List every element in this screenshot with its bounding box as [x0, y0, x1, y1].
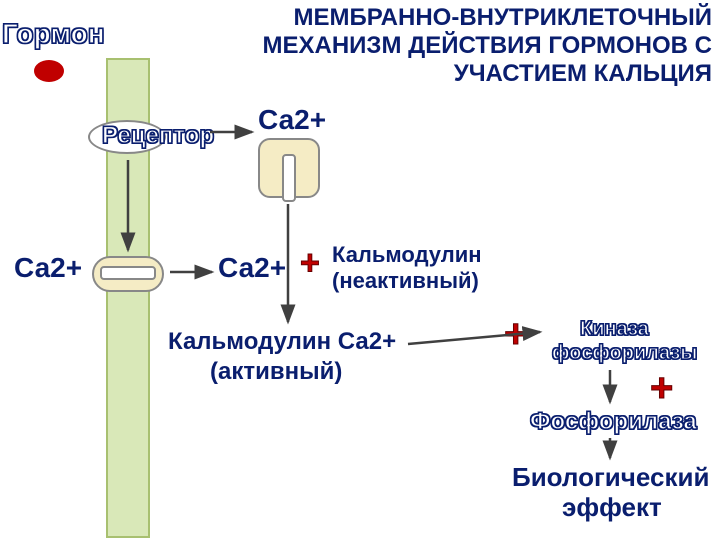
- calmodulin-active-l1: Кальмодулин Са2+: [168, 328, 396, 356]
- bio-effect-l1: Биологический: [512, 462, 709, 493]
- calmodulin-active-l2: (активный): [210, 358, 342, 386]
- diagram-title: МЕМБРАННО-ВНУТРИКЛЕТОЧНЫЙ МЕХАНИЗМ ДЕЙСТ…: [212, 4, 712, 88]
- ca-channel-left-slit: [100, 266, 156, 280]
- hormone-label: Гормон: [2, 18, 105, 50]
- bio-effect-l2: эффект: [562, 492, 662, 523]
- title-line1: МЕМБРАННО-ВНУТРИКЛЕТОЧНЫЙ: [212, 4, 712, 32]
- receptor-label: Рецептор: [102, 122, 214, 150]
- kinase-l1: Киназа: [580, 318, 649, 341]
- plus-1: +: [300, 244, 320, 283]
- ca-left-label: Са2+: [14, 252, 82, 284]
- calmodulin-inactive-l1: Кальмодулин: [332, 242, 482, 268]
- title-line2: МЕХАНИЗМ ДЕЙСТВИЯ ГОРМОНОВ С: [212, 32, 712, 60]
- kinase-l2: фосфорилазы: [552, 342, 697, 365]
- calmodulin-inactive-l2: (неактивный): [332, 268, 479, 294]
- title-line3: УЧАСТИЕМ КАЛЬЦИЯ: [212, 60, 712, 88]
- phosphorylase-label: Фосфорилаза: [530, 408, 697, 436]
- ca-channel-top-label: Са2+: [258, 104, 326, 136]
- ca-channel-top-slit: [282, 154, 296, 202]
- plus-2: +: [504, 312, 527, 357]
- plus-3: +: [650, 366, 673, 411]
- ca-mid-label: Са2+: [218, 252, 286, 284]
- hormone-oval: [34, 60, 64, 82]
